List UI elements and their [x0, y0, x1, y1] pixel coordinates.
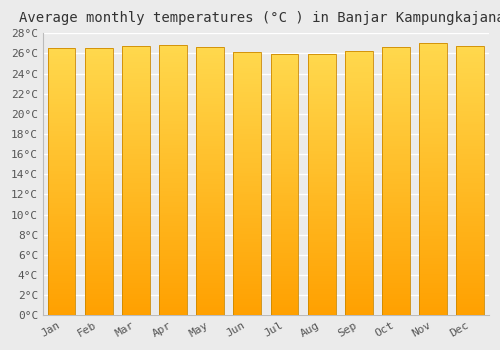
Bar — [48, 48, 76, 315]
Title: Average monthly temperatures (°C ) in Banjar Kampungkajanan: Average monthly temperatures (°C ) in Ba… — [19, 11, 500, 25]
Bar — [122, 46, 150, 315]
Bar — [308, 54, 336, 315]
Bar — [456, 46, 484, 315]
Bar — [196, 47, 224, 315]
Bar — [85, 48, 112, 315]
Bar — [419, 43, 447, 315]
Bar — [159, 45, 187, 315]
Bar — [345, 51, 373, 315]
Bar — [382, 47, 410, 315]
Bar — [234, 52, 262, 315]
Bar — [270, 54, 298, 315]
